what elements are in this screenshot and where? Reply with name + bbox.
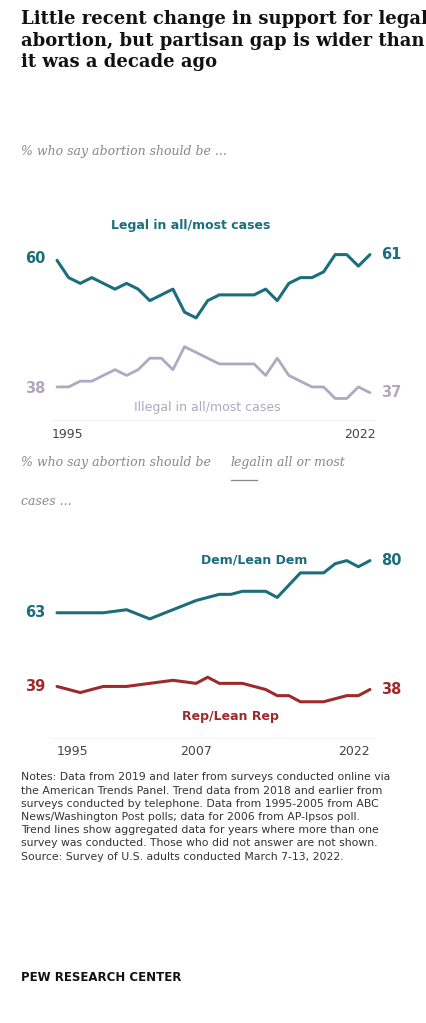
Text: 1995: 1995 xyxy=(51,428,83,441)
Text: Dem/Lean Dem: Dem/Lean Dem xyxy=(200,553,307,567)
Text: Illegal in all/most cases: Illegal in all/most cases xyxy=(134,401,280,414)
Text: 60: 60 xyxy=(25,251,45,266)
Text: 61: 61 xyxy=(381,248,401,262)
Text: in all or most: in all or most xyxy=(257,455,344,469)
Text: 2022: 2022 xyxy=(337,745,369,758)
Text: 39: 39 xyxy=(25,679,45,694)
Text: legal: legal xyxy=(230,455,261,469)
Text: Little recent change in support for legal
abortion, but partisan gap is wider th: Little recent change in support for lega… xyxy=(21,10,426,72)
Text: 2022: 2022 xyxy=(343,428,375,441)
Text: 38: 38 xyxy=(381,682,401,697)
Text: Rep/Lean Rep: Rep/Lean Rep xyxy=(182,710,279,723)
Text: 1995: 1995 xyxy=(57,745,89,758)
Text: Legal in all/most cases: Legal in all/most cases xyxy=(110,219,269,231)
Text: 38: 38 xyxy=(25,382,45,396)
Text: % who say abortion should be ...: % who say abortion should be ... xyxy=(21,145,227,159)
Text: 80: 80 xyxy=(381,553,401,568)
Text: % who say abortion should be: % who say abortion should be xyxy=(21,455,215,469)
Text: PEW RESEARCH CENTER: PEW RESEARCH CENTER xyxy=(21,971,181,984)
Text: Notes: Data from 2019 and later from surveys conducted online via
the American T: Notes: Data from 2019 and later from sur… xyxy=(21,772,390,861)
Text: 63: 63 xyxy=(25,606,45,620)
Text: 2007: 2007 xyxy=(180,745,212,758)
Text: cases ...: cases ... xyxy=(21,495,72,508)
Text: 37: 37 xyxy=(381,386,401,400)
